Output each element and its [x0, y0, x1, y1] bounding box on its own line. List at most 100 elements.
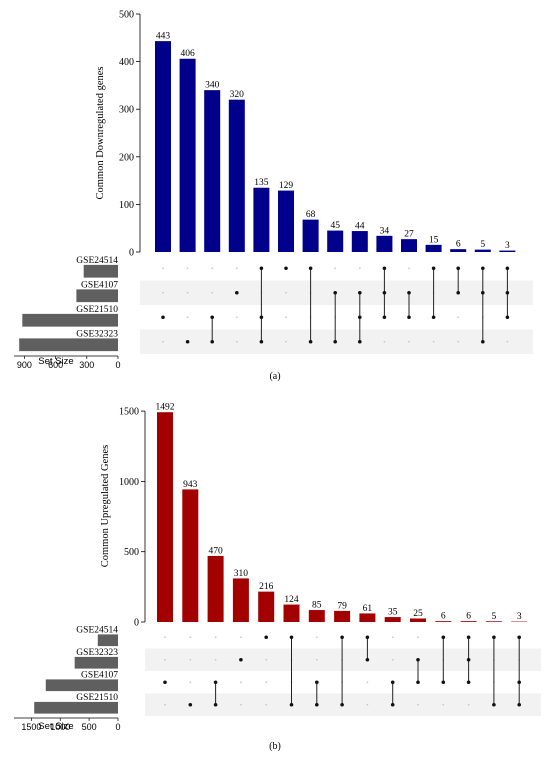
- matrix-filled-dot: [340, 702, 344, 707]
- intersection-bar: [359, 613, 376, 622]
- matrix-filled-dot: [358, 339, 362, 344]
- bar-value-label: 35: [388, 608, 398, 618]
- matrix-empty-dot: [285, 291, 287, 294]
- matrix-filled-dot: [308, 339, 313, 344]
- matrix-empty-dot: [211, 267, 214, 270]
- matrix-empty-dot: [186, 316, 189, 319]
- set-size-bar: [76, 289, 118, 303]
- matrix-filled-dot: [466, 635, 471, 640]
- set-size-tick-label: 500: [82, 722, 97, 732]
- matrix-empty-dot: [285, 316, 287, 319]
- y-tick-label: 300: [119, 105, 134, 116]
- intersection-bar: [435, 621, 452, 622]
- matrix-filled-dot: [407, 315, 411, 320]
- matrix-empty-dot: [506, 340, 509, 343]
- matrix-filled-dot: [456, 266, 461, 271]
- bar-value-label: 443: [156, 32, 171, 42]
- bar-value-label: 44: [355, 222, 365, 232]
- set-size-tick-label: 0: [115, 722, 120, 732]
- matrix-empty-dot: [164, 658, 166, 661]
- intersection-bar: [308, 610, 325, 622]
- intersection-bar: [204, 90, 221, 252]
- matrix-filled-dot: [481, 266, 485, 271]
- matrix-empty-dot: [189, 636, 192, 639]
- set-size-tick-label: 900: [17, 360, 32, 370]
- intersection-bar: [460, 621, 477, 622]
- intersection-bar: [253, 187, 270, 252]
- matrix-empty-dot: [214, 658, 217, 661]
- bar-value-label: 406: [180, 49, 195, 59]
- matrix-empty-dot: [240, 681, 242, 684]
- matrix-empty-dot: [391, 658, 394, 661]
- intersection-bar: [278, 190, 294, 252]
- matrix-filled-dot: [340, 635, 344, 640]
- panel-caption: (b): [269, 741, 281, 752]
- matrix-filled-dot: [492, 702, 496, 707]
- matrix-filled-dot: [466, 680, 471, 685]
- intersection-bar: [182, 489, 199, 622]
- matrix-empty-dot: [457, 316, 460, 319]
- intersection-bar: [232, 578, 249, 622]
- matrix-empty-dot: [417, 636, 419, 639]
- matrix-empty-dot: [408, 267, 410, 270]
- set-name-label: GSE24514: [76, 256, 118, 266]
- intersection-bar: [450, 249, 467, 252]
- bar-value-label: 124: [284, 595, 299, 605]
- intersection-bar: [179, 58, 196, 252]
- matrix-empty-dot: [315, 636, 318, 639]
- matrix-empty-dot: [189, 658, 192, 661]
- bar-value-label: 340: [205, 81, 220, 91]
- matrix-filled-dot: [365, 635, 370, 640]
- matrix-empty-dot: [162, 267, 164, 270]
- bar-value-label: 85: [312, 601, 322, 611]
- set-size-bar: [83, 264, 118, 278]
- set-name-label: GSE21510: [76, 305, 118, 315]
- intersection-bar: [207, 555, 224, 622]
- matrix-filled-dot: [390, 680, 395, 685]
- matrix-empty-dot: [366, 681, 369, 684]
- matrix-filled-dot: [333, 290, 338, 295]
- matrix-empty-dot: [334, 267, 337, 270]
- matrix-filled-dot: [235, 290, 239, 295]
- bar-value-label: 470: [208, 546, 223, 556]
- matrix-filled-dot: [213, 680, 218, 685]
- matrix-filled-dot: [289, 635, 294, 640]
- matrix-empty-dot: [383, 340, 386, 343]
- set-size-bar: [22, 313, 118, 327]
- bar-value-label: 6: [441, 612, 446, 622]
- y-tick-label: 500: [119, 10, 134, 21]
- set-size-bar: [19, 338, 119, 352]
- matrix-empty-dot: [162, 340, 164, 343]
- matrix-empty-dot: [285, 340, 287, 343]
- matrix-empty-dot: [467, 703, 470, 706]
- matrix-filled-dot: [505, 266, 510, 271]
- bar-value-label: 45: [330, 221, 340, 231]
- matrix-filled-dot: [185, 339, 190, 344]
- matrix-empty-dot: [235, 316, 238, 319]
- matrix-empty-dot: [265, 658, 268, 661]
- bar-value-label: 3: [505, 241, 510, 251]
- matrix-filled-dot: [441, 680, 446, 685]
- bar-value-label: 5: [492, 612, 497, 622]
- set-name-label: GSE32323: [76, 648, 118, 658]
- matrix-filled-dot: [210, 315, 214, 320]
- set-size-axis-label: Set Size: [38, 356, 73, 367]
- y-tick-label: 1500: [119, 407, 139, 418]
- intersection-bar: [283, 604, 300, 622]
- set-name-label: GSE32323: [76, 329, 118, 339]
- matrix-filled-dot: [505, 315, 510, 320]
- set-size-tick-label: 0: [115, 360, 120, 370]
- matrix-empty-dot: [391, 636, 394, 639]
- bar-value-label: 320: [230, 90, 245, 100]
- bar-value-label: 3: [517, 612, 522, 622]
- intersection-bar: [474, 249, 491, 252]
- set-size-bar: [97, 634, 118, 647]
- matrix-filled-dot: [466, 657, 471, 662]
- intersection-bar: [410, 618, 426, 622]
- intersection-bar: [155, 41, 171, 252]
- bar-value-label: 34: [380, 226, 390, 236]
- upset-panel-a: 0 100 200 300 400 500 Common Downregulated gen…: [14, 10, 533, 382]
- bar-value-label: 27: [404, 230, 414, 240]
- bar-value-label: 943: [183, 480, 198, 490]
- upset-panel-b: 0 500 1000 1500 Common Upregulated Genes 1492…: [14, 403, 541, 752]
